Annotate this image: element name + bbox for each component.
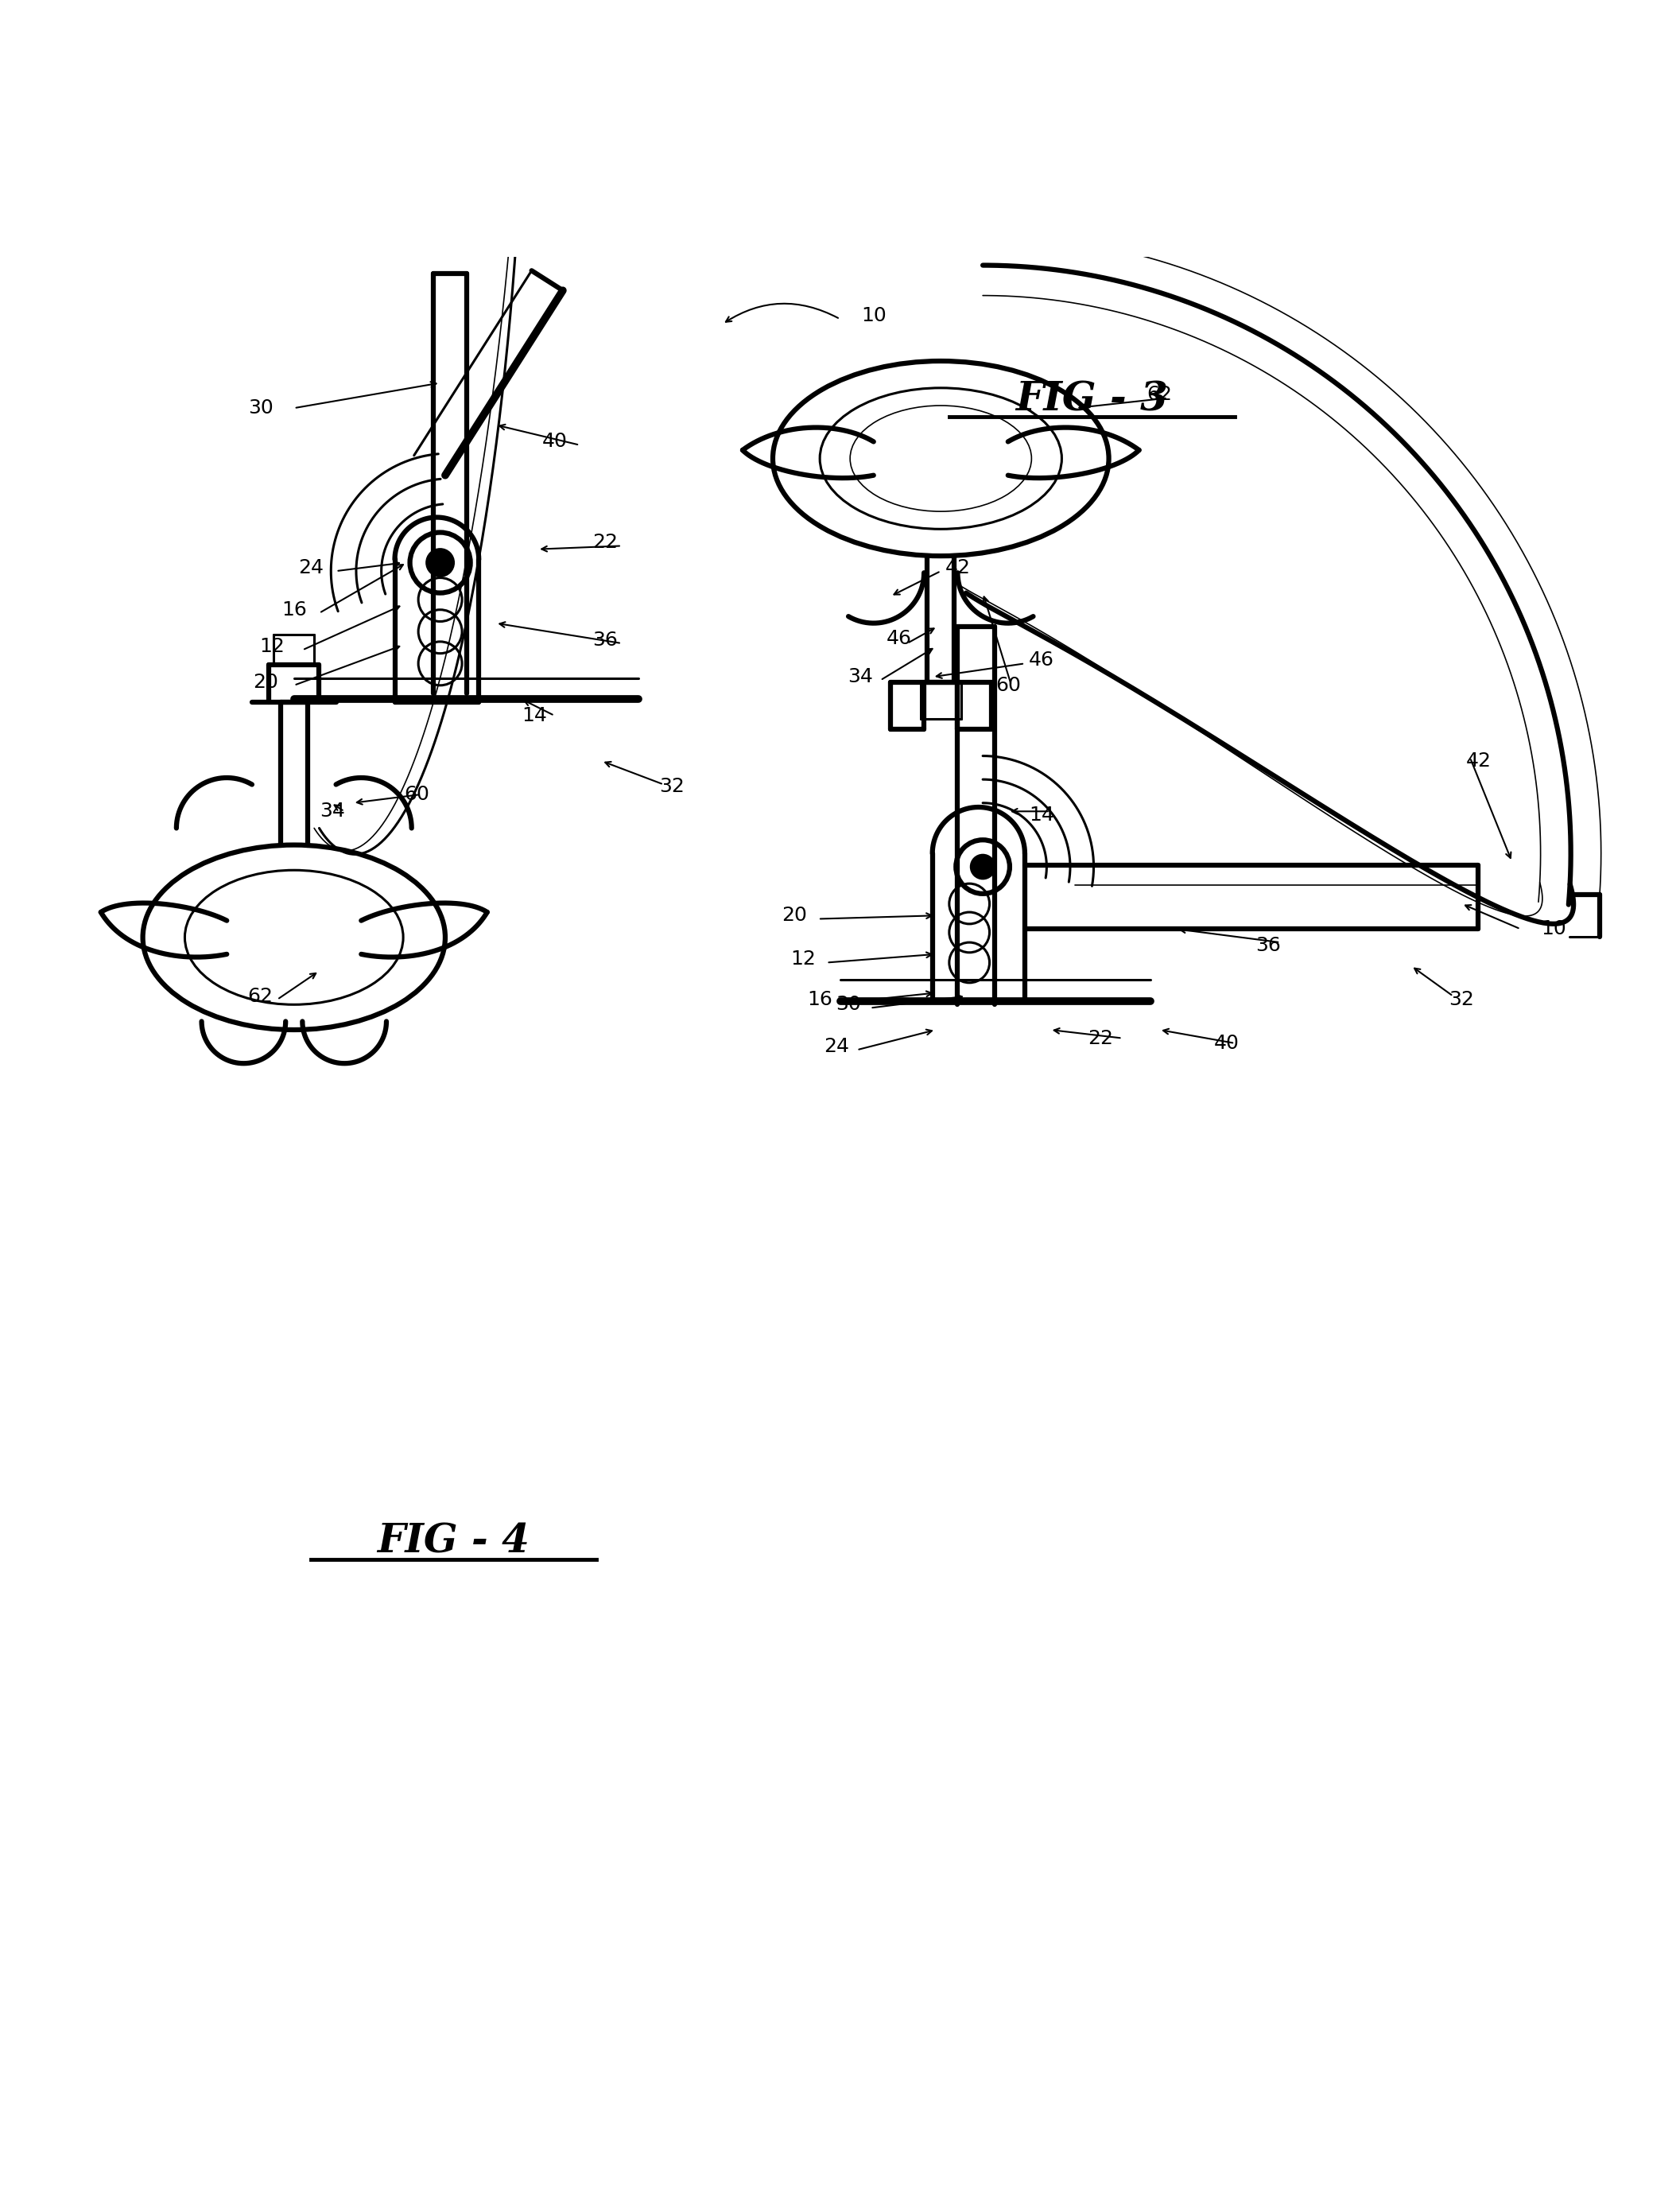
Text: 12: 12 — [259, 636, 286, 656]
Text: 32: 32 — [659, 777, 685, 796]
Text: 32: 32 — [1448, 989, 1475, 1009]
Text: 16: 16 — [806, 989, 833, 1009]
Circle shape — [427, 548, 454, 577]
Text: 40: 40 — [1213, 1033, 1240, 1053]
Text: 22: 22 — [1087, 1029, 1114, 1049]
Text: 20: 20 — [252, 671, 279, 691]
Text: 36: 36 — [1255, 937, 1282, 954]
Text: 10: 10 — [1541, 919, 1567, 939]
Text: 46: 46 — [1028, 652, 1055, 669]
Text: 60: 60 — [995, 676, 1021, 695]
Text: 20: 20 — [781, 906, 808, 926]
Text: 30: 30 — [247, 399, 274, 417]
Text: 62: 62 — [247, 987, 274, 1005]
Circle shape — [971, 856, 995, 878]
Text: 34: 34 — [319, 801, 346, 821]
Text: 14: 14 — [1028, 805, 1055, 825]
Text: 24: 24 — [823, 1038, 850, 1055]
Text: 46: 46 — [885, 630, 912, 647]
Text: 10: 10 — [860, 307, 887, 325]
Text: 16: 16 — [281, 601, 307, 619]
Text: 22: 22 — [591, 533, 618, 553]
Text: 42: 42 — [1465, 750, 1492, 770]
Text: FIG - 4: FIG - 4 — [378, 1523, 529, 1562]
Text: 60: 60 — [403, 785, 430, 803]
Text: 12: 12 — [790, 950, 816, 970]
Text: 14: 14 — [521, 706, 548, 724]
Text: 62: 62 — [1146, 386, 1173, 404]
Text: 24: 24 — [297, 557, 324, 577]
Text: 42: 42 — [944, 557, 971, 577]
Text: FIG - 3: FIG - 3 — [1016, 380, 1168, 419]
Text: 30: 30 — [835, 996, 862, 1014]
Text: 34: 34 — [847, 667, 874, 687]
Text: 40: 40 — [541, 432, 568, 452]
Text: 36: 36 — [591, 630, 618, 649]
